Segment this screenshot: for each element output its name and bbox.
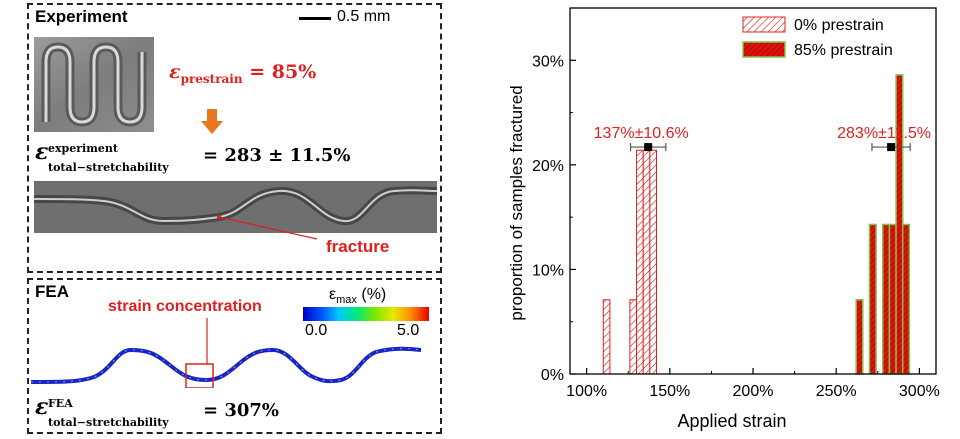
y-tick-label: 20% bbox=[532, 158, 564, 175]
experiment-subscript: total−stretchability bbox=[48, 161, 169, 174]
colorbar-unit: (%) bbox=[361, 286, 387, 303]
fea-stretchability-formula: ε FEA total−stretchability = 307% bbox=[35, 394, 279, 429]
colorbar-title: εmax (%) bbox=[329, 286, 386, 306]
fea-superscript: FEA bbox=[48, 397, 73, 410]
colorbar bbox=[303, 307, 429, 321]
x-tick-label: 200% bbox=[733, 383, 774, 400]
prestrain-value: = 85% bbox=[249, 61, 317, 83]
mean-marker bbox=[887, 143, 896, 152]
bar-series1-1 bbox=[868, 223, 877, 375]
x-axis-label: Applied strain bbox=[677, 411, 786, 431]
bar-series0-3 bbox=[642, 149, 651, 375]
fea-wave bbox=[31, 346, 422, 388]
prestrain-symbol: ε bbox=[169, 61, 181, 83]
plot-frame bbox=[569, 7, 937, 375]
bar-series0-0 bbox=[602, 299, 611, 375]
experiment-title: Experiment bbox=[35, 7, 128, 26]
scale-label: 0.5 mm bbox=[337, 8, 391, 25]
legend: 0% prestrain 85% prestrain bbox=[742, 16, 893, 59]
y-tick-label: 0% bbox=[541, 367, 564, 384]
bar-series1-5 bbox=[901, 223, 911, 375]
colorbar-max: 5.0 bbox=[397, 322, 420, 339]
experiment-panel: Experiment 0.5 mm εprestrain = 85% ε exp… bbox=[27, 3, 442, 273]
bar-series1-0 bbox=[855, 299, 864, 375]
fea-total-value: = 307% bbox=[203, 400, 280, 421]
bar-series0-1 bbox=[629, 299, 638, 375]
legend-label: 85% prestrain bbox=[794, 42, 893, 59]
bar-series0-4 bbox=[649, 149, 658, 375]
legend-label: 0% prestrain bbox=[794, 17, 884, 34]
colorbar-subscript: max bbox=[336, 294, 357, 307]
y-tick-label: 10% bbox=[532, 262, 564, 279]
strain-concentration-pointer bbox=[206, 318, 208, 364]
experiment-epsilon: ε bbox=[35, 139, 49, 165]
fea-panel: FEA strain concentration εmax (%) 0.0 5.… bbox=[27, 278, 442, 434]
experiment-superscript: experiment bbox=[48, 142, 118, 155]
experiment-total-value: = 283 ± 11.5% bbox=[203, 145, 351, 166]
annotation-label: 137%±10.6% bbox=[594, 125, 689, 142]
strain-concentration-label: strain concentration bbox=[108, 298, 262, 315]
fea-epsilon: ε bbox=[35, 394, 49, 420]
experiment-stretchability-formula: ε experiment total−stretchability = 283 … bbox=[35, 139, 350, 174]
legend-swatch bbox=[742, 16, 786, 33]
prestrain-formula: εprestrain = 85% bbox=[169, 61, 316, 86]
bar-series0-2 bbox=[636, 149, 644, 375]
fea-title: FEA bbox=[35, 282, 69, 301]
fracture-label: fracture bbox=[326, 237, 390, 256]
x-tick-label: 250% bbox=[816, 383, 857, 400]
colorbar-min: 0.0 bbox=[305, 322, 328, 339]
fea-subscript: total−stretchability bbox=[48, 416, 169, 429]
scale-bar bbox=[299, 17, 331, 20]
prestrain-subscript: prestrain bbox=[180, 71, 243, 86]
x-tick-label: 300% bbox=[899, 383, 940, 400]
colorbar-symbol: ε bbox=[329, 286, 337, 303]
bar-series1-4 bbox=[895, 74, 904, 375]
fracture-pointer bbox=[218, 216, 318, 240]
mean-marker bbox=[644, 143, 653, 152]
x-tick-label: 150% bbox=[649, 383, 690, 400]
serpentine-photo bbox=[34, 37, 154, 132]
down-arrow-icon bbox=[201, 109, 223, 134]
bar-series1-2 bbox=[882, 223, 891, 375]
strain-concentration-box bbox=[185, 363, 214, 388]
x-tick-label: 100% bbox=[566, 383, 607, 400]
y-tick-label: 30% bbox=[532, 53, 564, 70]
legend-swatch bbox=[742, 41, 786, 58]
stretched-strip-photo bbox=[34, 181, 437, 233]
bar-series1-3 bbox=[888, 223, 897, 375]
annotation-label: 283%±11.5% bbox=[837, 125, 931, 142]
fracture-histogram-chart: 100% 150% 200% 250% 300% 0% 10% 20% 30% 137%±10.6… bbox=[507, 7, 940, 431]
y-axis-label: proportion of samples fractured bbox=[507, 85, 526, 320]
